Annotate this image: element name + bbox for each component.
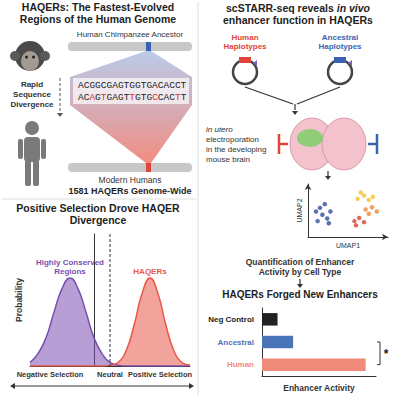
svg-text:Divergence: Divergence — [70, 214, 127, 226]
svg-text:Probability: Probability — [14, 278, 24, 322]
svg-text:1581 HAQERs Genome-Wide: 1581 HAQERs Genome-Wide — [69, 186, 192, 196]
svg-text:Activity by Cell Type: Activity by Cell Type — [259, 267, 342, 277]
svg-text:Human: Human — [231, 33, 258, 42]
svg-text:Haplotypes: Haplotypes — [318, 42, 362, 51]
svg-text:enhancer function in HAQERs: enhancer function in HAQERs — [223, 14, 373, 26]
svg-text:Divergence: Divergence — [10, 100, 54, 109]
svg-text:Rapid: Rapid — [21, 80, 43, 89]
svg-text:ACGGCGAGTGGTGACACCT: ACGGCGAGTGGTGACACCT — [78, 80, 187, 91]
svg-text:Highly Conserved: Highly Conserved — [36, 258, 104, 267]
svg-text:Enhancer Activity: Enhancer Activity — [283, 383, 355, 393]
svg-text:Negative Selection: Negative Selection — [17, 370, 84, 379]
svg-text:Neg Control: Neg Control — [208, 315, 254, 324]
svg-text:UMAP2: UMAP2 — [296, 198, 303, 222]
svg-text:scSTARR-seq reveals in vivo: scSTARR-seq reveals in vivo — [226, 2, 371, 14]
svg-text:mouse brain: mouse brain — [206, 155, 250, 164]
svg-text:Quantification of Enhancer: Quantification of Enhancer — [246, 257, 355, 267]
svg-text:in utero: in utero — [206, 125, 233, 134]
svg-text:UMAP1: UMAP1 — [336, 242, 360, 249]
svg-text:HAQERs: The Fastest-Evolved: HAQERs: The Fastest-Evolved — [22, 1, 174, 13]
svg-text:*: * — [384, 347, 389, 361]
svg-text:Neutral: Neutral — [97, 370, 123, 379]
svg-text:in the developing: in the developing — [206, 145, 267, 154]
svg-text:HAQERs: HAQERs — [133, 267, 167, 276]
svg-text:Regions: Regions — [54, 267, 86, 276]
svg-text:Positive Selection Drove HAQER: Positive Selection Drove HAQER — [16, 202, 180, 214]
svg-text:Regions of the Human Genome: Regions of the Human Genome — [20, 13, 177, 25]
svg-text:Modern Humans: Modern Humans — [99, 175, 162, 185]
svg-text:Human Chimpanzee Ancestor: Human Chimpanzee Ancestor — [77, 30, 184, 39]
svg-text:Ancestral: Ancestral — [322, 33, 358, 42]
svg-text:Positive Selection: Positive Selection — [128, 370, 193, 379]
svg-text:HAQERs Forged New Enhancers: HAQERs Forged New Enhancers — [222, 289, 378, 300]
svg-text:Sequence: Sequence — [13, 90, 51, 99]
svg-text:Haplotypes: Haplotypes — [223, 42, 267, 51]
svg-text:electroporation: electroporation — [206, 135, 259, 144]
svg-text:Ancestral: Ancestral — [218, 338, 254, 347]
svg-text:Human: Human — [227, 360, 254, 369]
svg-text:ACAGTGAGTTGTGCCACTT: ACAGTGAGTTGTGCCACTT — [78, 92, 187, 103]
